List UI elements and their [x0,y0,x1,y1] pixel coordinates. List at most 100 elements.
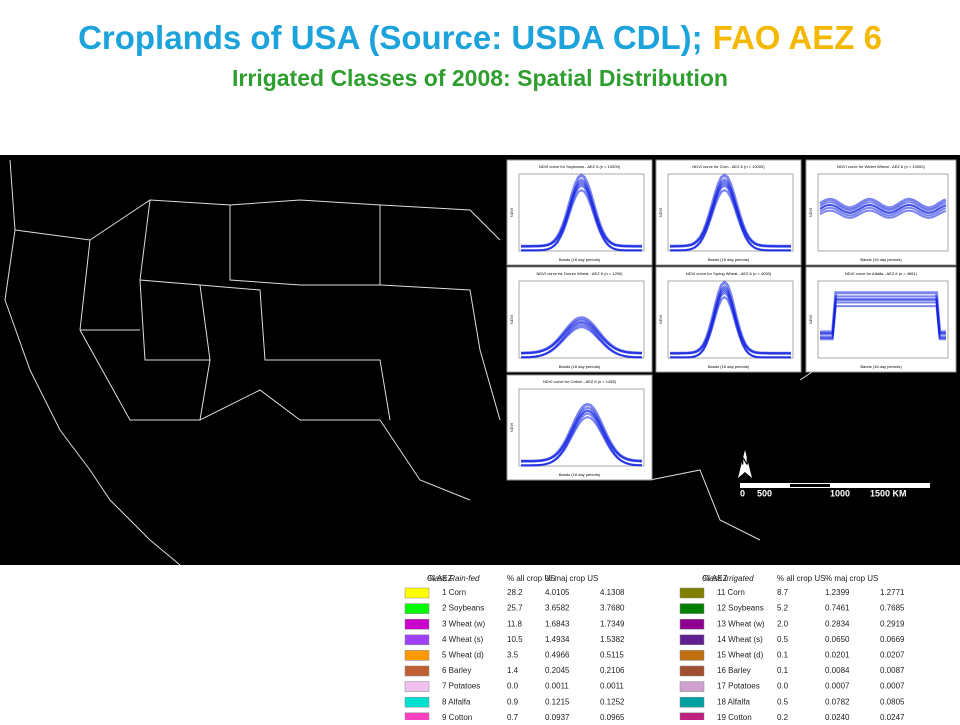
table-cell: 0.0084 [825,666,850,675]
table-cell: 11 Corn [717,588,745,597]
table-cell: 14 Wheat (s) [717,635,763,644]
plot-ylabel: NDVI [658,315,663,325]
table-cell: 17 Potatoes [717,682,760,691]
scale-label: 1000 [830,488,850,498]
table-header: % maj crop US [545,574,598,583]
ndvi-curve [820,295,946,335]
title-part: Croplands of USA (Source: USDA CDL); [78,19,703,56]
legend-swatch [404,681,430,692]
table-header: % AEZ [703,574,728,583]
table-cell: 0.2045 [545,666,570,675]
legend-swatch [679,587,705,599]
legend-swatch [679,634,705,646]
table-header: % AEZ [428,574,453,583]
table-cell: 0.0650 [825,635,850,644]
plot-xlabel: Bands (16 day periods) [559,472,601,477]
plot-title: NDVI curve for Winter Wheat - AEZ 6 (n =… [837,164,925,169]
table-header: Class Irrigated [702,574,754,583]
scale-label: 1500 KM [870,488,907,498]
table-cell: 18 Alfalfa [717,697,750,706]
table-cell: 0.2106 [600,666,625,675]
legend-swatch [404,587,430,599]
plot-xlabel: Bands (16 day periods) [708,257,750,262]
table-cell: 0.2834 [825,619,850,628]
ndvi-curve [820,297,946,338]
ndvi-curve [521,180,642,252]
ndvi-curve [521,173,642,248]
ndvi-curve [819,206,947,217]
legend-swatch [404,696,430,708]
subtitle: Irrigated Classes of 2008: Spatial Distr… [232,65,728,91]
north-arrow [738,450,752,478]
table-cell: 19 Cotton [717,713,752,720]
table-cell: 8.7 [777,588,789,597]
plot-area [518,388,645,467]
table-cell: 0.2919 [880,619,905,628]
ndvi-curve [820,305,946,341]
table-header: % all crop US [507,574,555,583]
legend-swatch [404,603,430,614]
table-cell: 0.0 [777,682,789,691]
title-part: FAO AEZ 6 [713,19,882,56]
table-cell: 2 Soybeans [442,604,484,613]
table-cell: 1.4934 [545,635,570,644]
table-cell: 0.7461 [825,604,850,613]
table-cell: 1.2771 [880,588,905,597]
table-cell: 0.0 [507,682,519,691]
plot-xlabel: Bands (16 day periods) [559,364,601,369]
legend-swatch [404,712,430,724]
table-cell: 4.1308 [600,588,625,597]
ndvi-curve [520,321,643,359]
legend-swatch [679,650,705,661]
legend-swatch [679,665,705,677]
table-cell: 3.6582 [545,604,570,613]
table-cell: 28.2 [507,588,523,597]
table-cell: 25.7 [507,604,523,613]
ndvi-curve [520,316,643,355]
table-cell: 5.2 [777,604,789,613]
plot-panel [805,266,957,373]
plot-xlabel: Bands (16 day periods) [708,364,750,369]
table-cell: 3.7680 [600,604,625,613]
table-cell: 8 Alfalfa [442,697,471,706]
table-cell: 1 Corn [442,588,466,597]
legend-swatch [404,650,430,661]
plot-title: NDVI curve for Spring Wheat - AEZ 6 (n =… [686,271,772,276]
table-cell: 6 Barley [442,666,471,675]
table-cell: 4 Wheat (s) [442,635,484,644]
table-cell: 0.0805 [880,697,905,706]
table-cell: 1.6843 [545,619,570,628]
plot-area [667,173,794,252]
plot-xlabel: Bands (16 day periods) [559,257,601,262]
plot-ylabel: NDVI [808,315,813,325]
ndvi-curve [820,301,946,339]
plot-ylabel: NDVI [509,423,514,433]
table-cell: 0.0007 [825,682,850,691]
legend-swatch [404,634,430,646]
ndvi-curve [521,409,643,467]
plot-ylabel: NDVI [808,208,813,218]
plot-ylabel: NDVI [509,208,514,218]
table-cell: 16 Barley [717,666,751,675]
table-cell: 0.0007 [880,682,905,691]
table-cell: 0.0207 [880,651,905,660]
table-cell: 0.4966 [545,651,570,660]
table-header: % all crop US [777,574,825,583]
table-cell: 1.5382 [600,635,625,644]
table-cell: 0.5115 [600,651,624,660]
table-cell: 0.0011 [545,682,569,691]
table-cell: 0.0965 [600,713,625,720]
ndvi-curve [820,299,946,336]
table-cell: 1.2399 [825,588,850,597]
ndvi-curve [670,180,791,252]
plot-panel [655,159,802,266]
plot-xlabel: Bands (16 day periods) [860,364,902,369]
plot-panel [655,266,802,373]
table-cell: 0.0937 [545,713,570,720]
ndvi-curve [819,201,947,212]
table-cell: 0.0247 [880,713,905,720]
table-cell: 4.0105 [545,588,570,597]
table-cell: 0.0669 [880,635,905,644]
legend-swatch [679,618,705,630]
